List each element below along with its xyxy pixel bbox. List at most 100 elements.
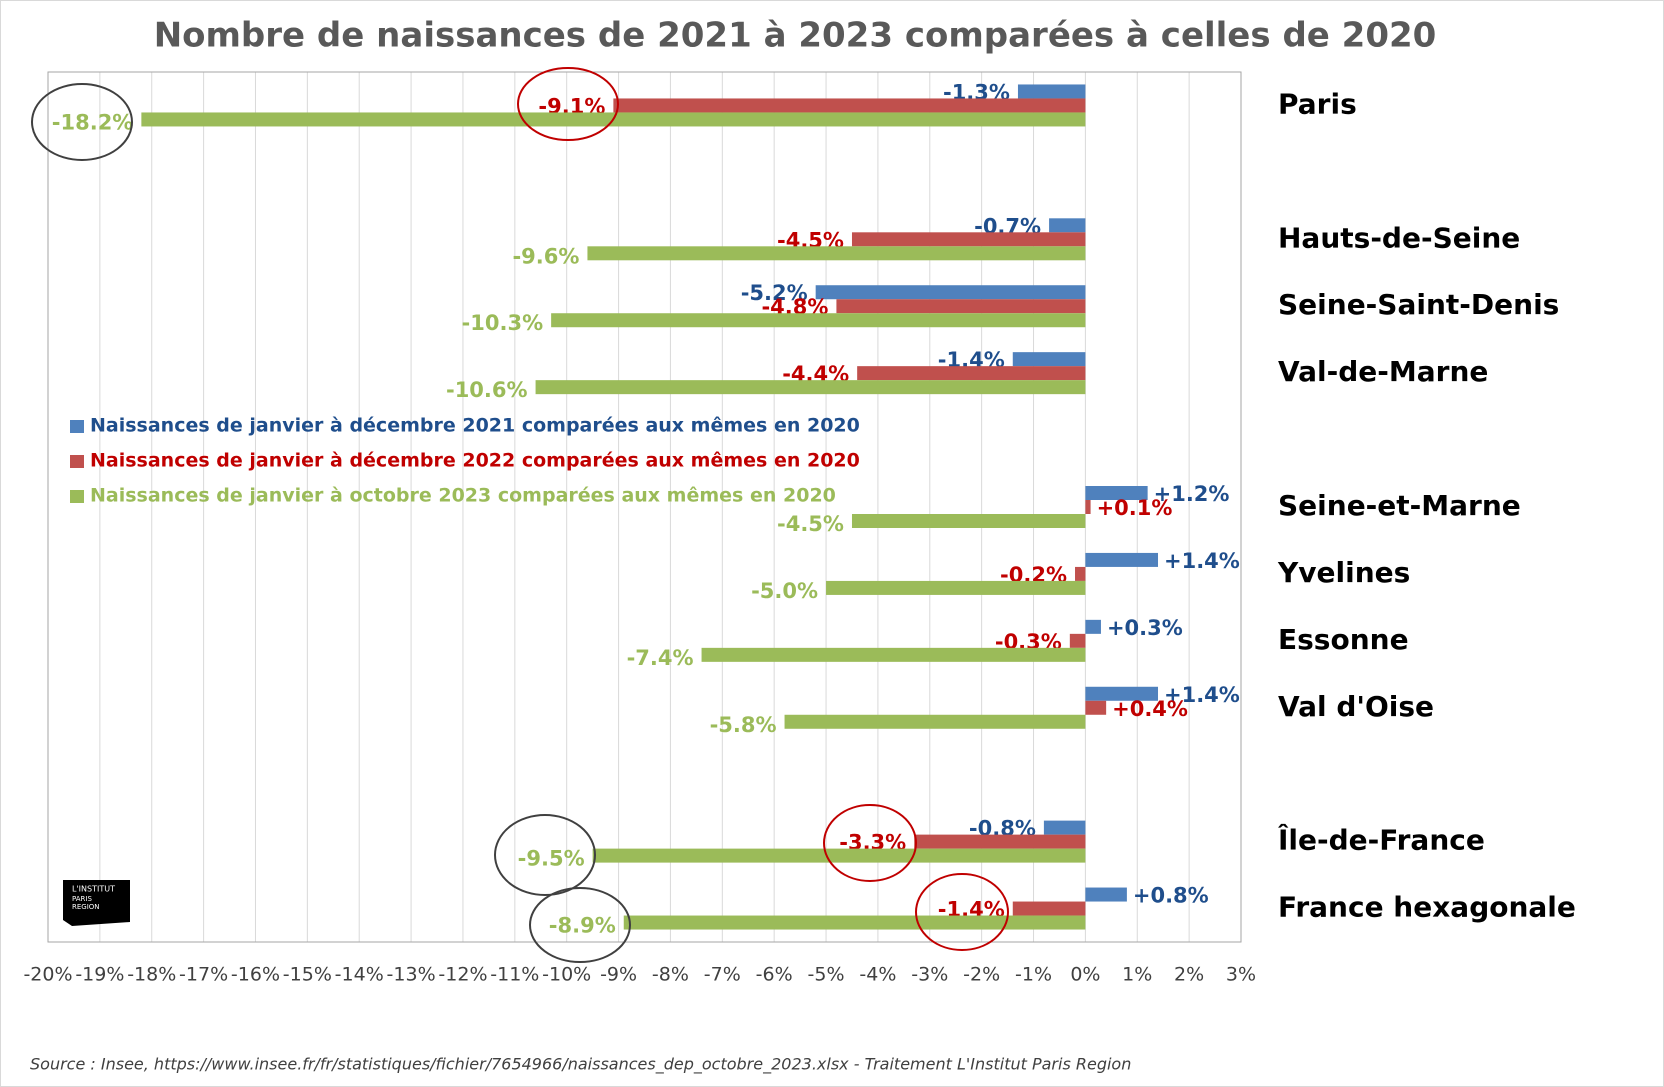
x-tick-label: -10% [542,964,591,986]
value-label: -4.5% [777,512,844,536]
annotations [31,67,1009,963]
category-label: Paris [1278,87,1357,120]
x-tick-label: 2% [1174,964,1204,986]
x-tick-label: -19% [75,964,124,986]
bar [1085,619,1101,634]
x-tick-label: -5% [808,964,845,986]
bar [1069,633,1086,648]
x-tick-label: -14% [335,964,384,986]
value-label: +0.1% [1097,496,1173,520]
value-label: -8.9% [549,914,616,938]
x-tick-label: -17% [179,964,228,986]
category-label: Île-de-France [1278,823,1485,857]
highlight-circle [529,887,631,963]
value-label: -7.4% [627,646,694,670]
value-label: -18.2% [52,110,134,134]
bar [1012,352,1086,367]
plot-border [47,71,1242,943]
bar [857,366,1086,381]
x-tick-label: 1% [1122,964,1152,986]
bar [1049,218,1086,233]
category-label: Val d'Oise [1278,690,1434,723]
x-tick-label: -15% [283,964,332,986]
highlight-circle [823,804,917,882]
bar [836,299,1086,314]
bar [613,98,1086,113]
bar [1085,700,1107,715]
x-tick-label: -3% [911,964,948,986]
logo-text: PARIS [72,895,92,903]
bar [1075,566,1086,581]
legend-label: Naissances de janvier à décembre 2022 co… [90,450,860,472]
x-tick-label: -18% [127,964,176,986]
bar [1043,820,1086,835]
x-tick-label: -4% [859,964,896,986]
x-tick-label: -6% [756,964,793,986]
bar [826,580,1086,595]
chart-title: Nombre de naissances de 2021 à 2023 comp… [154,16,1437,56]
value-label: +1.4% [1164,683,1240,707]
highlight-circle [915,873,1009,951]
value-label: +1.4% [1164,549,1240,573]
x-tick-label: -20% [23,964,72,986]
value-label: +1.2% [1154,482,1230,506]
value-label: +0.4% [1112,697,1188,721]
x-tick-label: -13% [387,964,436,986]
category-label: France hexagonale [1278,891,1576,924]
bar [1085,500,1091,514]
source: Source : Insee, https://www.insee.fr/fr/… [30,1055,1131,1075]
legend-swatch [70,490,84,503]
x-tick-label: -9% [600,964,637,986]
value-label: -9.5% [518,847,585,871]
logo-box [63,880,130,926]
value-label: -9.6% [512,244,579,268]
category-label: Hauts-de-Seine [1278,221,1520,254]
category-label: Seine-et-Marne [1278,489,1521,522]
x-tick-label: 3% [1226,964,1256,986]
bar [701,647,1086,662]
highlight-circle [31,83,133,161]
value-label: -10.3% [462,311,544,335]
category-label: Val-de-Marne [1278,355,1488,388]
x-tick-label: -2% [963,964,1000,986]
bar [551,313,1086,328]
bar [592,848,1086,863]
legend-label: Naissances de janvier à décembre 2021 co… [90,415,860,437]
category-label: Essonne [1278,623,1409,656]
bar [1085,486,1148,500]
bar [851,232,1086,247]
x-tick-label: -12% [438,964,487,986]
bar [623,915,1086,930]
category-label: Seine-Saint-Denis [1278,288,1559,321]
legend-label: Naissances de janvier à octobre 2023 com… [90,485,836,507]
value-label: +0.3% [1107,616,1183,640]
x-tick-label: -16% [231,964,280,986]
bar [1085,887,1127,902]
x-tick-label: -1% [1015,964,1052,986]
value-label: -5.2% [741,281,808,305]
bar [1012,901,1086,916]
value-label: +0.8% [1133,884,1209,908]
bar [784,714,1086,729]
bar [851,514,1086,528]
logo: L'INSTITUT PARIS REGION [63,880,130,926]
x-tick-label: -8% [652,964,689,986]
x-tick-label: -7% [704,964,741,986]
bar [535,380,1086,395]
category-label: Yvelines [1277,556,1410,589]
highlight-circle [494,814,596,896]
bar [1085,552,1159,567]
value-label: -5.0% [751,579,818,603]
bar [587,246,1086,261]
x-tick-label: 0% [1070,964,1100,986]
value-label: -5.8% [710,713,777,737]
legend-swatch [70,420,84,433]
bar [1017,84,1086,99]
value-label: -10.6% [446,378,528,402]
x-tick-label: -11% [490,964,539,986]
highlight-circle [517,67,619,141]
bar [815,285,1086,300]
